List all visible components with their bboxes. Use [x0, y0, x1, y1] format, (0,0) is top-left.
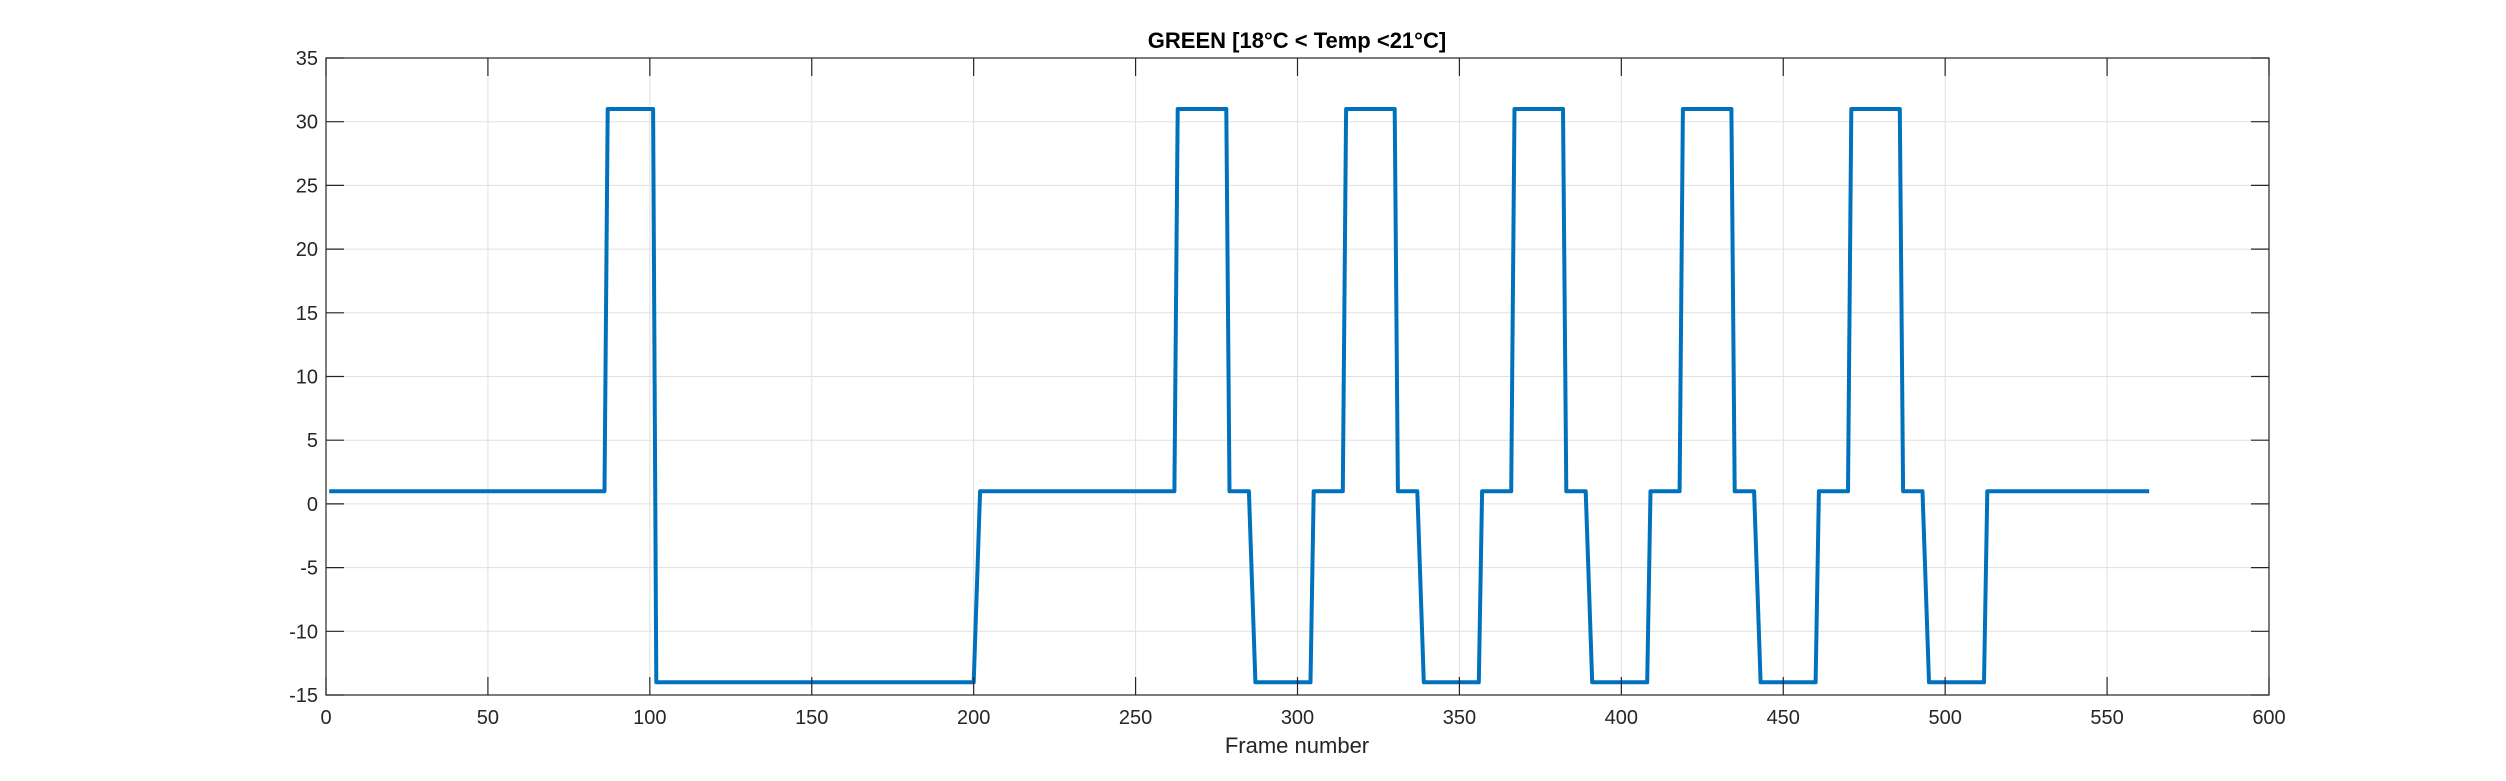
y-tick-label: -10 [289, 621, 318, 643]
x-tick-label: 0 [320, 707, 331, 729]
y-tick-label: 5 [307, 430, 318, 452]
x-tick-label: 150 [795, 707, 828, 729]
series-line [329, 107, 2150, 685]
y-tick-labels: -15 -10 -5 0 5 10 15 20 25 30 35 [289, 48, 318, 707]
x-tick-label: 350 [1443, 707, 1476, 729]
x-tick-label: 600 [2252, 707, 2285, 729]
y-tick-label: 25 [296, 175, 318, 197]
y-tick-label: 20 [296, 239, 318, 261]
y-tick-label: 15 [296, 303, 318, 325]
y-tick-label: -15 [289, 685, 318, 707]
data-series [329, 107, 2150, 685]
x-tick-label: 500 [1928, 707, 1961, 729]
ticks [325, 57, 2270, 696]
y-tick-label: 0 [307, 494, 318, 516]
x-tick-label: 100 [633, 707, 666, 729]
x-axis-title: Frame number [1225, 733, 1369, 758]
x-tick-label: 300 [1281, 707, 1314, 729]
x-tick-label: 450 [1767, 707, 1800, 729]
y-tick-label: 10 [296, 367, 318, 389]
x-tick-label: 550 [2090, 707, 2123, 729]
x-tick-label: 50 [477, 707, 499, 729]
x-tick-label: 250 [1119, 707, 1152, 729]
y-tick-label: 35 [296, 48, 318, 70]
y-tick-label: 30 [296, 112, 318, 134]
x-tick-labels: 0 50 100 150 200 250 300 350 400 450 500 550 600 [320, 707, 2285, 729]
y-tick-label: -5 [300, 558, 318, 580]
x-tick-label: 400 [1605, 707, 1638, 729]
chart-title: GREEN [18°C < Temp <21°C] [1148, 28, 1446, 53]
x-tick-label: 200 [957, 707, 990, 729]
